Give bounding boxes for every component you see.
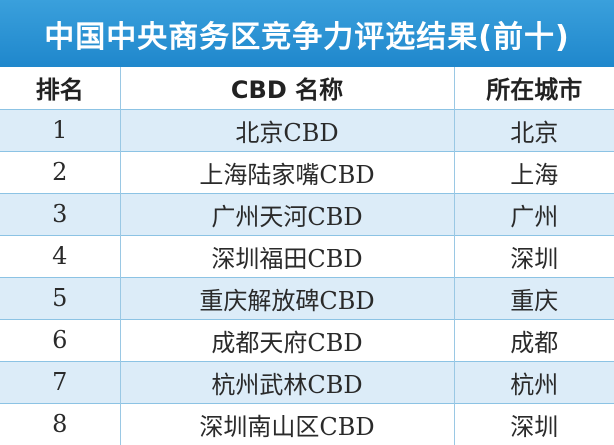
rank-cell: 2 bbox=[0, 150, 121, 193]
city-cell: 杭州 bbox=[453, 360, 614, 403]
table-row: 6 成都天府CBD 成都 bbox=[0, 318, 614, 361]
column-header-city: 所在城市 bbox=[453, 67, 614, 109]
cbd-name-cell: 深圳南山区CBD bbox=[119, 402, 455, 445]
cbd-name-cell: 成都天府CBD bbox=[119, 318, 455, 361]
cbd-name-cell: 广州天河CBD bbox=[119, 192, 455, 235]
table-row: 1 北京CBD 北京 bbox=[0, 108, 614, 151]
cbd-name-cell: 杭州武林CBD bbox=[119, 360, 455, 403]
city-cell: 重庆 bbox=[453, 276, 614, 319]
city-cell: 北京 bbox=[453, 108, 614, 151]
city-cell: 成都 bbox=[453, 318, 614, 361]
table-title: 中国中央商务区竞争力评选结果(前十) bbox=[0, 0, 614, 67]
cbd-name-cell: 上海陆家嘴CBD bbox=[119, 150, 455, 193]
table-row: 2 上海陆家嘴CBD 上海 bbox=[0, 150, 614, 193]
column-header-cbd-name: CBD 名称 bbox=[119, 67, 455, 109]
table-row: 4 深圳福田CBD 深圳 bbox=[0, 234, 614, 277]
table-header-row: 排名 CBD 名称 所在城市 bbox=[0, 67, 614, 109]
rank-cell: 4 bbox=[0, 234, 121, 277]
rank-cell: 7 bbox=[0, 360, 121, 403]
rank-cell: 8 bbox=[0, 402, 121, 445]
table-row: 3 广州天河CBD 广州 bbox=[0, 192, 614, 235]
city-cell: 广州 bbox=[453, 192, 614, 235]
table-row: 7 杭州武林CBD 杭州 bbox=[0, 360, 614, 403]
city-cell: 深圳 bbox=[453, 402, 614, 445]
column-header-rank: 排名 bbox=[0, 67, 121, 109]
city-cell: 上海 bbox=[453, 150, 614, 193]
rank-cell: 5 bbox=[0, 276, 121, 319]
cbd-name-cell: 重庆解放碑CBD bbox=[119, 276, 455, 319]
table-row: 5 重庆解放碑CBD 重庆 bbox=[0, 276, 614, 319]
cbd-name-cell: 深圳福田CBD bbox=[119, 234, 455, 277]
cbd-name-cell: 北京CBD bbox=[119, 108, 455, 151]
rank-cell: 1 bbox=[0, 108, 121, 151]
ranking-table: 排名 CBD 名称 所在城市 1 北京CBD 北京 2 上海陆家嘴CBD 上海 … bbox=[0, 67, 614, 445]
rank-cell: 3 bbox=[0, 192, 121, 235]
city-cell: 深圳 bbox=[453, 234, 614, 277]
table-row: 8 深圳南山区CBD 深圳 bbox=[0, 402, 614, 445]
rank-cell: 6 bbox=[0, 318, 121, 361]
